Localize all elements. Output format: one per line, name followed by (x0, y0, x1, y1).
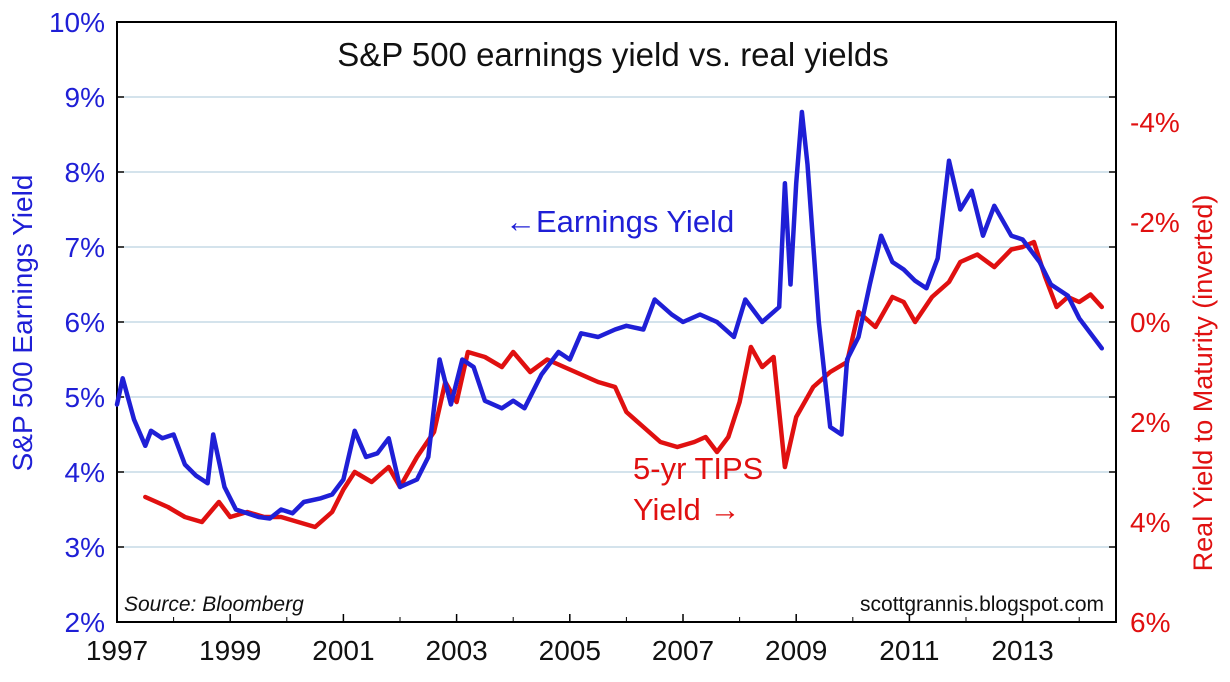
tips-yield-annotation-line2: Yield → (633, 492, 740, 527)
earnings-yield-line (114, 109, 1105, 521)
earnings-yield-annotation: ←Earnings Yield (505, 204, 734, 239)
tips-yield-annotation-line1: 5-yr TIPS (633, 451, 763, 486)
y-left-tick-label: 10% (49, 7, 105, 38)
y-left-tick-label: 4% (65, 457, 105, 488)
x-tick-label: 1997 (86, 635, 148, 666)
y-left-tick-label: 6% (65, 307, 105, 338)
series-layer (114, 109, 1105, 530)
y-axis-left-title: S&P 500 Earnings Yield (7, 175, 38, 472)
chart-title: S&P 500 earnings yield vs. real yields (337, 36, 889, 73)
x-tick-label: 2005 (539, 635, 601, 666)
site-credit: scottgrannis.blogspot.com (860, 593, 1104, 616)
x-tick-label: 2001 (312, 635, 374, 666)
source-note: Source: Bloomberg (124, 593, 304, 616)
x-tick-label: 1999 (199, 635, 261, 666)
y-right-tick-label: 2% (1130, 407, 1170, 438)
y-left-tick-label: 7% (65, 232, 105, 263)
y-left-tick-label: 3% (65, 532, 105, 563)
x-tick-label: 2011 (879, 635, 939, 666)
x-tick-label: 2013 (991, 635, 1053, 666)
x-tick-label: 2003 (425, 635, 487, 666)
y-left-tick-label: 9% (65, 82, 105, 113)
y-right-tick-label: 4% (1130, 507, 1170, 538)
y-right-tick-label: -2% (1130, 207, 1180, 238)
y-axis-right-title: Real Yield to Maturity (inverted) (1188, 195, 1218, 572)
y-left-tick-label: 2% (65, 607, 105, 638)
y-right-tick-label: -4% (1130, 107, 1180, 138)
axis-ticks: 10% 9% 8% 7% 6% 5% 4% 3% 2% -4% -2% 0% 2% 4% 6% 1997 199… (49, 7, 1180, 666)
y-right-tick-label: 6% (1130, 607, 1170, 638)
x-tick-label: 2009 (765, 635, 827, 666)
y-left-tick-label: 5% (65, 382, 105, 413)
y-left-tick-label: 8% (65, 157, 105, 188)
x-tick-label: 2007 (652, 635, 714, 666)
y-right-tick-label: 0% (1130, 307, 1170, 338)
tips-yield-line (143, 239, 1105, 530)
